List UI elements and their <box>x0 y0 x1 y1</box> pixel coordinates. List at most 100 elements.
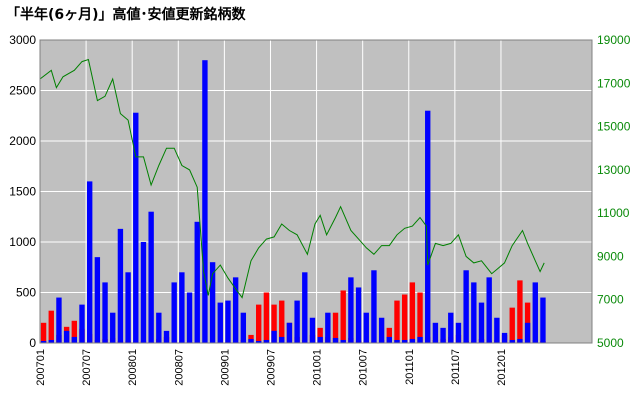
data-bar <box>332 312 339 343</box>
x-axis-tick-label: 200907 <box>265 349 277 386</box>
data-bar <box>394 339 400 343</box>
data-bar <box>117 228 124 343</box>
data-bar <box>263 339 270 343</box>
left-axis-tick-label: 0 <box>29 336 36 350</box>
data-bar <box>317 327 323 343</box>
data-bar <box>517 280 523 343</box>
data-bar <box>540 297 546 343</box>
data-bar <box>417 292 423 343</box>
x-axis-tick-label: 201001 <box>312 349 324 386</box>
data-bar <box>486 277 492 343</box>
right-axis-tick-label: 11000 <box>597 206 630 220</box>
data-bar <box>425 110 431 343</box>
data-bar <box>463 270 469 343</box>
data-bar <box>202 60 208 343</box>
data-bar <box>325 312 331 343</box>
data-bar <box>225 300 231 343</box>
data-bar <box>448 312 454 343</box>
right-axis-tick-label: 5000 <box>597 336 624 350</box>
right-axis-tick-label: 7000 <box>597 293 624 307</box>
x-axis-tick-label: 201007 <box>358 349 370 386</box>
chart-title: 「半年(6ヶ月)」高値･安値更新銘柄数 <box>6 7 246 23</box>
data-bar <box>94 257 101 343</box>
data-bar <box>125 272 131 343</box>
data-bar <box>517 338 523 343</box>
left-axis-tick-label: 1500 <box>9 185 36 199</box>
data-bar <box>171 282 177 343</box>
data-bar <box>309 317 316 343</box>
x-axis-tick-label: 201107 <box>450 349 462 385</box>
data-bar <box>355 287 362 343</box>
right-axis-tick-label: 9000 <box>597 249 624 263</box>
data-bar <box>148 211 154 343</box>
data-bar <box>317 336 323 343</box>
data-bar <box>401 339 408 343</box>
data-bar <box>71 320 78 343</box>
data-bar <box>194 221 200 343</box>
left-axis-tick-label: 500 <box>16 286 36 300</box>
data-bar <box>271 304 277 343</box>
right-axis-tick-label: 19000 <box>597 33 631 47</box>
data-bar <box>363 312 369 343</box>
x-axis-tick-label: 200801 <box>127 349 139 386</box>
data-bar <box>86 181 93 343</box>
data-bar <box>48 339 54 343</box>
data-bar <box>340 339 346 343</box>
data-bar <box>332 337 339 343</box>
data-bar <box>133 112 139 343</box>
right-axis-tick-label: 15000 <box>597 120 631 134</box>
right-axis-tick-label: 17000 <box>597 76 631 90</box>
data-bar <box>386 336 392 343</box>
data-bar <box>409 338 416 343</box>
data-bar <box>279 336 285 343</box>
x-axis-tick-label: 200707 <box>81 349 93 386</box>
data-bar <box>494 317 500 343</box>
data-bar <box>386 327 392 343</box>
data-bar <box>371 270 377 343</box>
data-bar <box>186 292 193 343</box>
data-bar <box>286 322 293 343</box>
plot-border <box>39 39 593 344</box>
data-bar <box>140 242 147 343</box>
x-axis-tick-label: 200701 <box>35 349 47 386</box>
right-axis-tick-label: 13000 <box>597 163 631 177</box>
data-bar <box>524 322 531 343</box>
data-bar <box>478 302 485 343</box>
left-axis-tick-label: 3000 <box>9 33 36 47</box>
data-bar <box>271 330 277 343</box>
data-bar <box>432 322 439 343</box>
data-bar <box>110 312 116 343</box>
data-bar <box>417 336 423 343</box>
data-bar <box>163 330 170 343</box>
price-line <box>39 58 545 299</box>
data-bar <box>279 300 285 343</box>
data-bar <box>401 294 408 343</box>
data-bar <box>63 330 70 343</box>
x-axis-tick-label: 200807 <box>173 349 185 386</box>
data-bar <box>263 292 270 343</box>
data-bar <box>302 272 308 343</box>
data-bar <box>294 300 300 343</box>
data-bar <box>248 338 254 343</box>
data-bar <box>48 310 54 343</box>
data-bar <box>179 272 185 343</box>
data-bar <box>71 336 78 343</box>
data-bar <box>40 340 47 343</box>
data-bar <box>532 282 538 343</box>
data-bar <box>501 332 508 343</box>
left-axis-tick-label: 2000 <box>9 134 36 148</box>
x-axis-tick-label: 200901 <box>219 349 231 386</box>
data-bar <box>209 262 216 343</box>
x-axis-tick-label: 201101 <box>404 349 416 385</box>
data-bar <box>217 302 223 343</box>
data-bar <box>378 317 385 343</box>
data-bar <box>509 339 515 343</box>
data-bar <box>394 300 400 343</box>
data-bar <box>348 277 354 343</box>
data-bar <box>340 290 346 343</box>
data-bar <box>455 322 462 343</box>
data-bar <box>256 304 262 343</box>
data-bar <box>440 327 446 343</box>
data-bar <box>240 312 247 343</box>
